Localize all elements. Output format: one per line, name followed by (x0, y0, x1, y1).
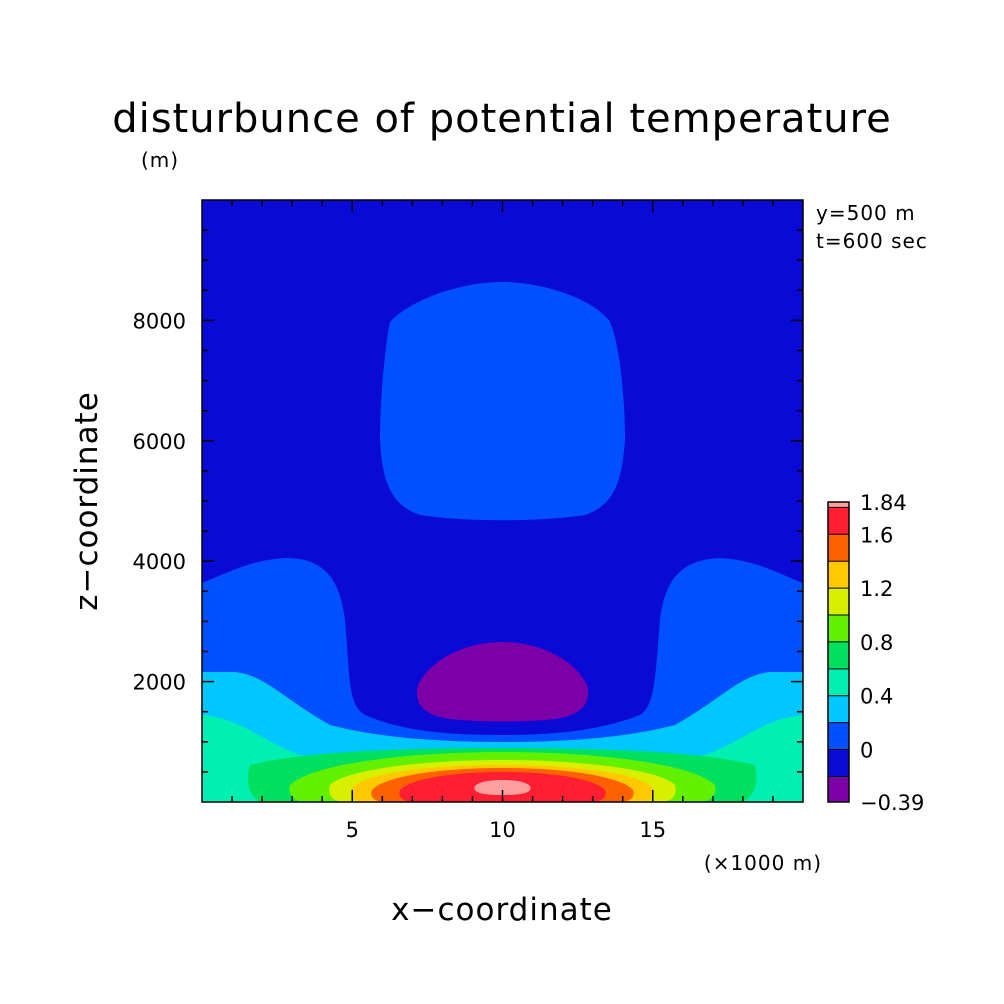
colorbar-label: 0.4 (860, 685, 893, 709)
colorbar-segment (828, 588, 849, 616)
annotation-y: y=500 m (816, 201, 916, 225)
x-tick-label: 15 (639, 818, 666, 842)
colorbar-label: 0.8 (860, 631, 893, 655)
y-axis-label: z−coordinate (69, 391, 105, 611)
axis-ticks (202, 200, 803, 802)
contour-peak (474, 780, 531, 795)
x-tick-label: 5 (346, 818, 359, 842)
colorbar-segment (828, 507, 849, 535)
colorbar-label: 0 (860, 739, 873, 763)
colorbar-segment (828, 722, 849, 750)
y-tick-labels: 2000 4000 6000 8000 (133, 309, 186, 694)
colorbar-segment (828, 668, 849, 696)
y-tick-label: 6000 (133, 430, 186, 454)
colorbar-segment (828, 615, 849, 642)
annotation-t: t=600 sec (816, 229, 928, 253)
chart-subtitle: (m) (141, 148, 179, 172)
x-unit-label: (×1000 m) (704, 851, 822, 875)
plot-area (201, 199, 804, 803)
contour-cold-anomaly (416, 642, 589, 722)
y-tick-label: 4000 (133, 550, 186, 574)
colorbar-segment (828, 749, 849, 777)
colorbar-segment (828, 695, 849, 723)
colorbar-segment (828, 776, 849, 802)
colorbar: 1.84 1.6 1.2 0.8 0.4 0 −0.39 (827, 491, 924, 815)
chart-title: disturbunce of potential temperature (112, 96, 892, 142)
colorbar-segment (828, 641, 849, 669)
x-tick-label: 10 (489, 818, 516, 842)
contour-fills (202, 282, 803, 802)
x-axis-label: x−coordinate (391, 892, 613, 928)
colorbar-segment (828, 534, 849, 562)
colorbar-label: −0.39 (860, 791, 924, 815)
colorbar-label: 1.6 (860, 523, 893, 547)
y-tick-label: 2000 (133, 671, 186, 695)
y-tick-label: 8000 (133, 309, 186, 333)
colorbar-frame (827, 501, 850, 803)
colorbar-segment (828, 561, 849, 589)
x-tick-labels: 5 10 15 (346, 818, 667, 842)
colorbar-label: 1.84 (860, 491, 907, 515)
colorbar-label: 1.2 (860, 577, 893, 601)
contour-upper-positive (380, 282, 625, 521)
colorbar-segment (828, 502, 849, 508)
